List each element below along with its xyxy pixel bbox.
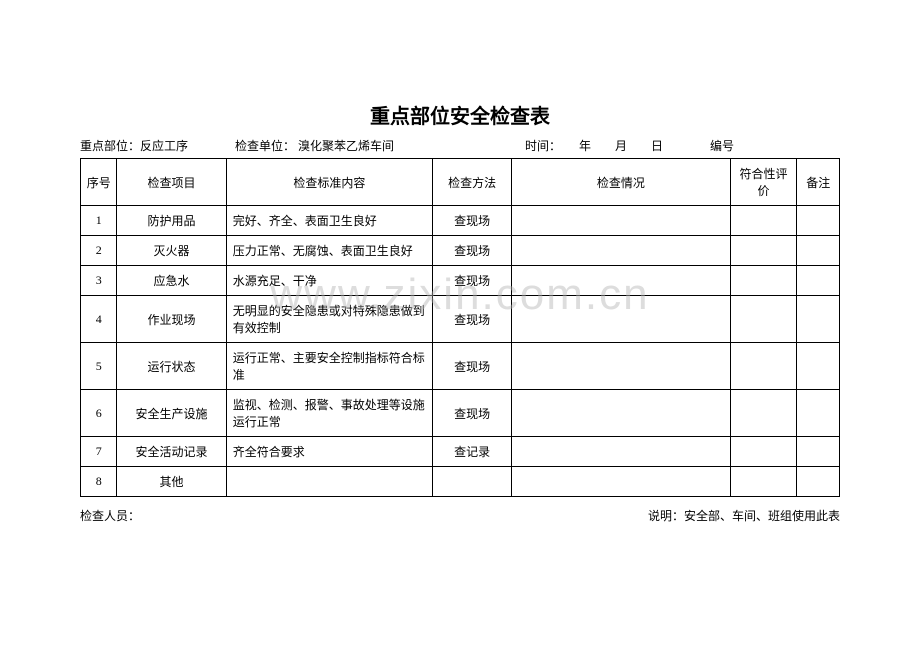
info-serial: 编号	[710, 137, 734, 154]
cell-item: 应急水	[117, 266, 226, 296]
cell-seq: 1	[81, 206, 117, 236]
cell-method: 查现场	[433, 266, 512, 296]
cell-method: 查现场	[433, 236, 512, 266]
cell-status	[512, 343, 731, 390]
table-row: 5运行状态运行正常、主要安全控制指标符合标准查现场	[81, 343, 840, 390]
cell-std: 压力正常、无腐蚀、表面卫生良好	[226, 236, 432, 266]
cell-item: 灭火器	[117, 236, 226, 266]
table-row: 8其他	[81, 467, 840, 497]
table-row: 1防护用品完好、齐全、表面卫生良好查现场	[81, 206, 840, 236]
table-header-row: 序号 检查项目 检查标准内容 检查方法 检查情况 符合性评价 备注	[81, 159, 840, 206]
cell-method: 查记录	[433, 437, 512, 467]
inspector-label: 检查人员：	[80, 507, 140, 524]
cell-remark	[797, 390, 840, 437]
cell-method: 查现场	[433, 206, 512, 236]
footer-note: 说明：安全部、车间、班组使用此表	[648, 507, 840, 524]
header-seq: 序号	[81, 159, 117, 206]
page-title: 重点部位安全检查表	[80, 100, 840, 129]
cell-item: 运行状态	[117, 343, 226, 390]
info-key-part: 重点部位：反应工序	[80, 137, 235, 154]
cell-std: 无明显的安全隐患或对特殊隐患做到有效控制	[226, 296, 432, 343]
cell-remark	[797, 206, 840, 236]
cell-method: 查现场	[433, 296, 512, 343]
cell-std: 完好、齐全、表面卫生良好	[226, 206, 432, 236]
header-item: 检查项目	[117, 159, 226, 206]
cell-status	[512, 390, 731, 437]
unit-label: 检查单位：	[235, 139, 295, 153]
cell-seq: 8	[81, 467, 117, 497]
key-part-label: 重点部位：	[80, 139, 140, 153]
cell-remark	[797, 236, 840, 266]
cell-eval	[730, 343, 797, 390]
cell-seq: 3	[81, 266, 117, 296]
table-row: 2灭火器压力正常、无腐蚀、表面卫生良好查现场	[81, 236, 840, 266]
cell-eval	[730, 266, 797, 296]
cell-item: 作业现场	[117, 296, 226, 343]
info-line: 重点部位：反应工序 检查单位： 溴化聚苯乙烯车间 时间： 年 月 日 编号	[80, 137, 840, 154]
header-std: 检查标准内容	[226, 159, 432, 206]
cell-status	[512, 296, 731, 343]
cell-eval	[730, 467, 797, 497]
inspection-table: 序号 检查项目 检查标准内容 检查方法 检查情况 符合性评价 备注 1防护用品完…	[80, 158, 840, 497]
cell-item: 防护用品	[117, 206, 226, 236]
cell-std	[226, 467, 432, 497]
table-row: 4作业现场无明显的安全隐患或对特殊隐患做到有效控制查现场	[81, 296, 840, 343]
table-row: 3应急水水源充足、干净查现场	[81, 266, 840, 296]
cell-std: 水源充足、干净	[226, 266, 432, 296]
cell-remark	[797, 467, 840, 497]
serial-label: 编号	[710, 139, 734, 153]
key-part-value: 反应工序	[140, 139, 188, 153]
cell-remark	[797, 343, 840, 390]
cell-eval	[730, 296, 797, 343]
header-remark: 备注	[797, 159, 840, 206]
cell-seq: 6	[81, 390, 117, 437]
info-time: 时间： 年 月 日	[525, 137, 710, 154]
cell-item: 安全活动记录	[117, 437, 226, 467]
unit-value: 溴化聚苯乙烯车间	[295, 139, 394, 153]
cell-method: 查现场	[433, 390, 512, 437]
cell-status	[512, 266, 731, 296]
cell-remark	[797, 296, 840, 343]
cell-std: 齐全符合要求	[226, 437, 432, 467]
cell-seq: 7	[81, 437, 117, 467]
cell-eval	[730, 206, 797, 236]
cell-std: 运行正常、主要安全控制指标符合标准	[226, 343, 432, 390]
cell-status	[512, 206, 731, 236]
cell-item: 安全生产设施	[117, 390, 226, 437]
time-value: 年 月 日	[555, 139, 663, 153]
table-row: 6安全生产设施监视、检测、报警、事故处理等设施运行正常查现场	[81, 390, 840, 437]
cell-status	[512, 236, 731, 266]
cell-eval	[730, 236, 797, 266]
cell-seq: 5	[81, 343, 117, 390]
cell-item: 其他	[117, 467, 226, 497]
info-unit: 检查单位： 溴化聚苯乙烯车间	[235, 137, 525, 154]
cell-status	[512, 467, 731, 497]
time-label: 时间：	[525, 139, 555, 153]
header-status: 检查情况	[512, 159, 731, 206]
cell-eval	[730, 390, 797, 437]
cell-status	[512, 437, 731, 467]
cell-method: 查现场	[433, 343, 512, 390]
cell-seq: 4	[81, 296, 117, 343]
cell-eval	[730, 437, 797, 467]
cell-method	[433, 467, 512, 497]
footer-line: 检查人员： 说明：安全部、车间、班组使用此表	[80, 507, 840, 524]
header-eval: 符合性评价	[730, 159, 797, 206]
cell-std: 监视、检测、报警、事故处理等设施运行正常	[226, 390, 432, 437]
cell-remark	[797, 266, 840, 296]
table-row: 7安全活动记录齐全符合要求查记录	[81, 437, 840, 467]
header-method: 检查方法	[433, 159, 512, 206]
cell-seq: 2	[81, 236, 117, 266]
cell-remark	[797, 437, 840, 467]
